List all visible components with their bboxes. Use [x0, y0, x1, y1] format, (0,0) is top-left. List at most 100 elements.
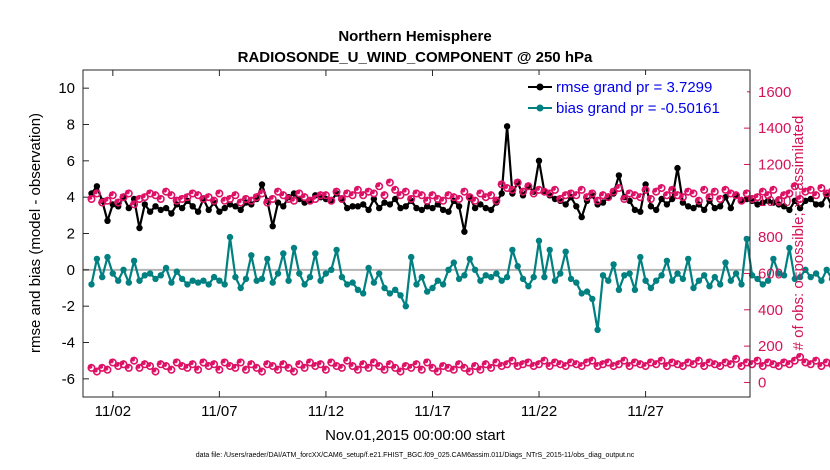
bias-point	[285, 277, 292, 284]
possible-point	[668, 185, 677, 194]
rmse-point	[658, 195, 665, 203]
rmse-point	[471, 204, 479, 212]
assimilated-point	[774, 362, 783, 371]
possible-point-cross	[732, 191, 737, 197]
possible-point-cross	[737, 196, 743, 202]
possible-point-cross	[609, 187, 615, 193]
assimilated-point-cross	[423, 358, 428, 364]
assimilated-point-cross	[263, 360, 269, 366]
possible-point	[252, 193, 261, 202]
assimilated-point	[678, 362, 687, 371]
possible-point-cross	[380, 191, 386, 197]
rmse-point	[573, 203, 580, 210]
bias-point	[717, 281, 724, 288]
assimilated-point-cross	[646, 358, 652, 364]
assimilated-point	[295, 360, 304, 369]
bias-point	[764, 277, 772, 284]
possible-point	[609, 187, 618, 196]
assimilated-point	[247, 360, 256, 369]
bias-point	[397, 292, 404, 299]
possible-point-cross	[369, 189, 375, 195]
assimilated-point	[412, 360, 421, 369]
bias-point	[658, 272, 665, 279]
possible-point-cross	[183, 193, 189, 198]
possible-point-cross	[593, 196, 599, 202]
rmse-point	[679, 199, 687, 206]
possible-point	[497, 180, 506, 189]
assimilated-point-cross	[167, 365, 173, 371]
bias-point	[248, 252, 255, 259]
assimilated-point-cross	[391, 363, 396, 369]
possible-point-cross	[172, 196, 178, 202]
assimilated-point	[796, 352, 805, 361]
assimilated-point	[284, 363, 293, 372]
possible-point-cross	[817, 184, 823, 189]
bias-point	[685, 255, 692, 263]
assimilated-point	[455, 360, 464, 369]
bias-point	[519, 275, 527, 283]
possible-point-cross	[92, 189, 98, 195]
assimilated-point	[503, 360, 512, 369]
left-tick-label: 4	[67, 189, 75, 206]
assimilated-point-cross	[487, 363, 492, 369]
legend-box	[522, 75, 747, 119]
bias-point	[818, 277, 825, 284]
rmse-point	[237, 206, 244, 214]
possible-point	[156, 195, 165, 204]
possible-point	[604, 193, 613, 202]
possible-point	[439, 196, 448, 205]
possible-point	[828, 188, 830, 196]
rmse-point	[104, 217, 111, 224]
possible-point-cross	[417, 191, 423, 197]
rmse-point	[354, 203, 362, 210]
possible-point-cross	[114, 198, 119, 204]
possible-point	[423, 196, 432, 205]
bias-point	[711, 273, 718, 281]
x-tick-label: 11/17	[414, 403, 450, 420]
assimilated-point-cross	[785, 360, 791, 366]
possible-point-cross	[98, 198, 103, 204]
assimilated-point-cross	[519, 360, 524, 366]
possible-point-cross	[583, 193, 588, 198]
possible-point-cross	[231, 191, 237, 197]
assimilated-point	[689, 360, 698, 369]
bias-point	[738, 281, 745, 288]
possible-point	[300, 193, 309, 202]
rmse-point	[487, 206, 495, 214]
possible-point	[753, 193, 762, 202]
possible-point-cross	[375, 182, 380, 188]
assimilated-point	[231, 363, 240, 372]
possible-point-cross	[247, 196, 253, 202]
assimilated-point	[652, 360, 661, 369]
bias-point	[338, 273, 346, 281]
bias-point	[242, 275, 250, 283]
bias-point	[322, 270, 330, 277]
possible-point-cross	[801, 187, 807, 193]
bias-point	[573, 279, 580, 286]
possible-point-cross	[391, 185, 396, 191]
possible-point	[295, 189, 304, 198]
possible-point	[263, 198, 272, 207]
possible-point-cross	[449, 193, 455, 198]
possible-point-cross	[545, 189, 551, 195]
assimilated-point	[540, 356, 549, 365]
bias-point	[482, 272, 489, 279]
rmse-point	[168, 210, 175, 217]
assimilated-point	[790, 356, 799, 365]
possible-point-cross	[135, 195, 141, 200]
possible-point-cross	[295, 189, 301, 195]
assimilated-point	[423, 358, 432, 367]
assimilated-point-cross	[220, 358, 226, 364]
rmse-point	[818, 201, 825, 208]
bias-point	[770, 255, 777, 263]
assimilated-point	[369, 358, 378, 367]
assimilated-point	[726, 360, 735, 369]
possible-point-cross	[705, 193, 711, 198]
assimilated-point-cross	[726, 360, 732, 366]
assimilated-point	[812, 356, 821, 365]
bias-point	[130, 257, 138, 264]
possible-point	[636, 193, 645, 202]
possible-point-cross	[604, 193, 610, 198]
possible-point-cross	[306, 196, 311, 202]
